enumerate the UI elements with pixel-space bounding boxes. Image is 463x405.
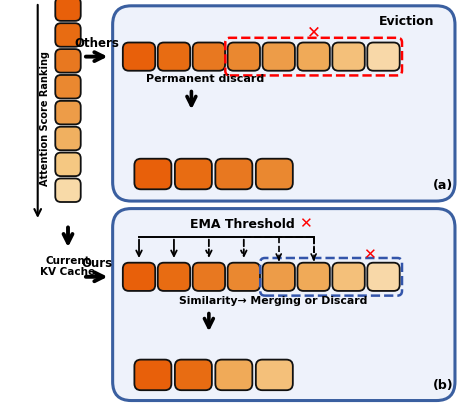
Text: ✕: ✕ (306, 23, 320, 42)
FancyBboxPatch shape (255, 159, 292, 190)
Text: (a): (a) (432, 179, 452, 192)
FancyBboxPatch shape (227, 43, 259, 72)
FancyBboxPatch shape (55, 24, 81, 48)
FancyBboxPatch shape (255, 360, 292, 390)
FancyBboxPatch shape (367, 263, 399, 291)
FancyBboxPatch shape (157, 43, 190, 72)
FancyBboxPatch shape (262, 43, 294, 72)
FancyBboxPatch shape (332, 263, 364, 291)
Text: Ours: Ours (81, 256, 112, 269)
Text: Current
KV Cache: Current KV Cache (40, 255, 95, 277)
FancyBboxPatch shape (215, 159, 252, 190)
FancyBboxPatch shape (262, 263, 294, 291)
Text: Permanent discard: Permanent discard (146, 74, 264, 84)
FancyBboxPatch shape (55, 50, 81, 73)
FancyBboxPatch shape (332, 43, 364, 72)
FancyBboxPatch shape (55, 128, 81, 151)
FancyBboxPatch shape (123, 263, 155, 291)
FancyBboxPatch shape (55, 0, 81, 22)
FancyBboxPatch shape (134, 360, 171, 390)
Text: Attention Score Ranking: Attention Score Ranking (40, 51, 50, 185)
FancyBboxPatch shape (215, 360, 252, 390)
FancyBboxPatch shape (157, 263, 190, 291)
FancyBboxPatch shape (297, 263, 329, 291)
FancyBboxPatch shape (192, 263, 225, 291)
FancyBboxPatch shape (113, 209, 454, 401)
FancyBboxPatch shape (134, 159, 171, 190)
FancyBboxPatch shape (297, 43, 329, 72)
FancyBboxPatch shape (175, 159, 212, 190)
FancyBboxPatch shape (227, 263, 259, 291)
Text: ✕: ✕ (363, 246, 375, 261)
Text: Similarity→ Merging or Discard: Similarity→ Merging or Discard (179, 295, 367, 305)
FancyBboxPatch shape (55, 179, 81, 202)
Text: EMA Threshold: EMA Threshold (190, 217, 294, 230)
FancyBboxPatch shape (113, 7, 454, 202)
FancyBboxPatch shape (192, 43, 225, 72)
FancyBboxPatch shape (175, 360, 212, 390)
FancyBboxPatch shape (55, 153, 81, 177)
Text: ✕: ✕ (298, 216, 311, 230)
FancyBboxPatch shape (55, 102, 81, 125)
FancyBboxPatch shape (367, 43, 399, 72)
FancyBboxPatch shape (123, 43, 155, 72)
Text: (b): (b) (432, 377, 453, 390)
FancyBboxPatch shape (55, 76, 81, 99)
Text: Eviction: Eviction (378, 15, 433, 28)
Text: Others: Others (74, 36, 119, 49)
